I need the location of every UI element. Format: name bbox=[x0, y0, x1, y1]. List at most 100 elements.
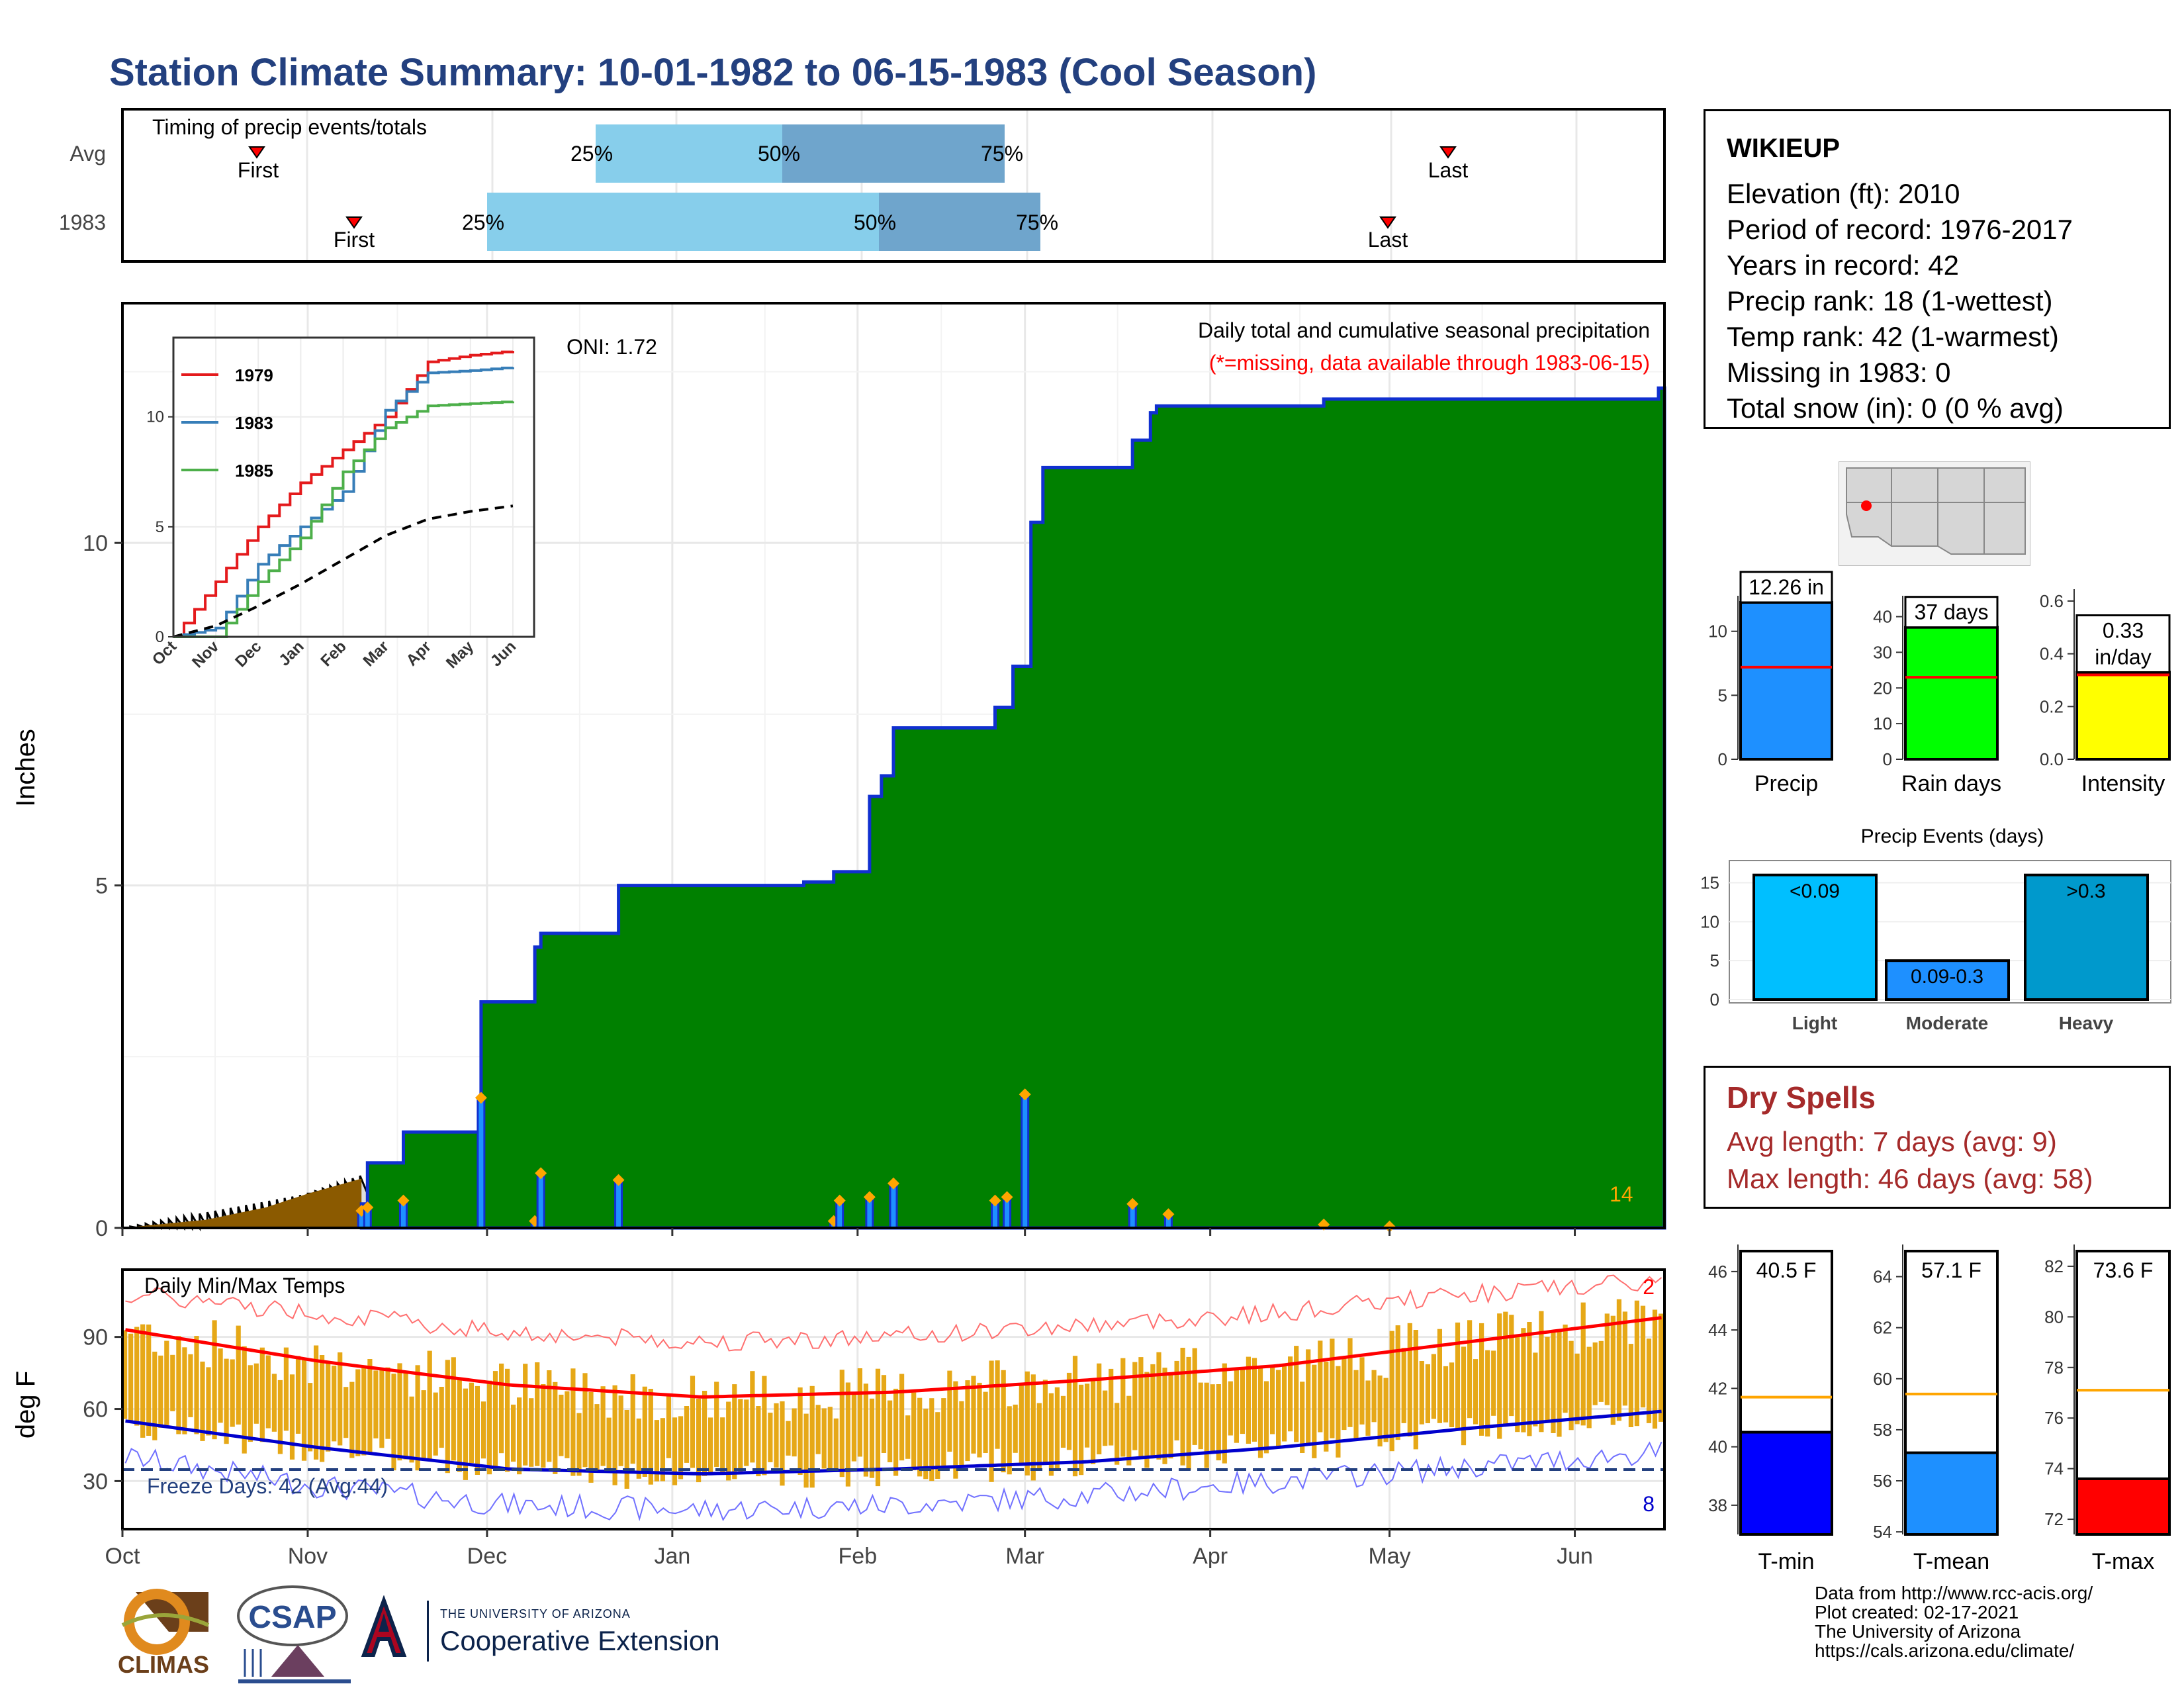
y-tick-label: 10 bbox=[83, 531, 108, 556]
temp-day-bar bbox=[887, 1400, 893, 1462]
events-tick-label: 10 bbox=[1700, 912, 1719, 931]
temp-day-bar bbox=[684, 1406, 690, 1463]
precip-main-chart: 0 5 10 Inches Daily total and cumulative s… bbox=[11, 302, 1666, 1241]
side-value-bar bbox=[1739, 1430, 1833, 1536]
side-tick-label: 0.6 bbox=[2040, 591, 2064, 611]
temp-day-bar bbox=[1180, 1348, 1185, 1466]
temp-day-bar bbox=[1109, 1368, 1114, 1446]
temp-day-bar bbox=[762, 1376, 767, 1476]
temp-day-bar bbox=[666, 1393, 671, 1458]
temp-day-bar bbox=[1574, 1353, 1580, 1425]
temp-day-bar bbox=[929, 1398, 934, 1481]
side-summary-charts: 0 5 10 12.26 in Precip 0 10 20 30 40 37 days Rain d… bbox=[1700, 571, 2171, 1574]
temp-day-bar bbox=[1491, 1350, 1496, 1416]
temp-day-bar bbox=[1347, 1338, 1353, 1427]
side-value-box bbox=[1739, 571, 1833, 604]
temp-day-bar bbox=[1652, 1309, 1658, 1429]
temp-day-bar bbox=[977, 1382, 982, 1458]
avg-tmax-line bbox=[125, 1316, 1662, 1399]
temp-day-bar bbox=[1622, 1311, 1627, 1406]
temp-day-bar bbox=[1103, 1390, 1108, 1446]
temp-day-bar bbox=[1485, 1350, 1490, 1437]
temp-day-bar bbox=[935, 1412, 940, 1479]
yr-q50-label: 50% bbox=[854, 211, 896, 234]
temp-day-bar bbox=[1336, 1366, 1341, 1458]
temp-day-bar bbox=[941, 1398, 946, 1467]
temp-day-bar bbox=[295, 1356, 301, 1434]
temp-day-bar bbox=[236, 1325, 241, 1425]
temp-day-bar bbox=[1085, 1383, 1090, 1448]
temp-day-bar bbox=[1013, 1404, 1018, 1453]
temp-day-bar bbox=[1120, 1358, 1126, 1457]
temp-day-bar bbox=[212, 1320, 217, 1440]
temp-day-bar bbox=[480, 1401, 486, 1459]
temp-day-bar bbox=[1437, 1329, 1442, 1423]
temp-day-bar bbox=[1365, 1380, 1371, 1436]
temp-day-bar bbox=[1473, 1359, 1479, 1425]
timing-row-avg: Avg bbox=[69, 142, 106, 165]
temp-day-bar bbox=[953, 1381, 958, 1479]
avg-q50-label: 50% bbox=[758, 142, 800, 165]
y-tick-label: 0 bbox=[95, 1216, 108, 1241]
temp-day-bar bbox=[833, 1418, 839, 1469]
temperature-chart: 30 60 90 Oct Nov Dec Jan Feb Mar Apr May Jun Daily… bbox=[11, 1268, 1666, 1569]
side-value-bar bbox=[2075, 1477, 2171, 1536]
temp-day-bar bbox=[1419, 1361, 1424, 1425]
temp-day-bar bbox=[361, 1365, 367, 1456]
rain-days-bar-panel: 0 10 20 30 40 37 days Rain days bbox=[1873, 596, 2001, 796]
events-category-label: Light bbox=[1792, 1013, 1837, 1033]
temp-y-tick-label: 90 bbox=[83, 1325, 108, 1350]
events-bar-label: <0.09 bbox=[1790, 880, 1840, 902]
tmax-bar-panel: 72 74 76 78 80 82 73.6 F T-max bbox=[2044, 1244, 2171, 1574]
temp-day-bar bbox=[1276, 1370, 1281, 1446]
yr-last-label: Last bbox=[1368, 228, 1408, 252]
temp-day-bar bbox=[535, 1362, 540, 1466]
temp-day-bar bbox=[702, 1391, 707, 1476]
events-tick-label: 0 bbox=[1710, 990, 1719, 1009]
temp-day-bar bbox=[517, 1397, 522, 1475]
temp-day-bar bbox=[768, 1413, 773, 1462]
temp-day-bar bbox=[1533, 1352, 1538, 1427]
temp-day-bar bbox=[1240, 1369, 1245, 1434]
temp-day-bar bbox=[1263, 1381, 1269, 1454]
station-elevation: Elevation (ft): 2010 bbox=[1727, 178, 1960, 209]
climas-logo-text: CLIMAS bbox=[118, 1651, 209, 1678]
temp-day-bar bbox=[839, 1370, 844, 1477]
temp-day-bar bbox=[582, 1373, 588, 1468]
daily-temp-bars bbox=[122, 1299, 1664, 1489]
temp-day-bar bbox=[1509, 1315, 1514, 1417]
temp-day-bar bbox=[385, 1367, 390, 1439]
temp-day-bar bbox=[1204, 1382, 1209, 1468]
side-value-label: 37 days bbox=[1914, 600, 1988, 624]
temp-day-bar bbox=[308, 1383, 313, 1452]
temp-day-bar bbox=[320, 1355, 325, 1462]
inset-legend-1983: 1983 bbox=[235, 413, 273, 433]
temp-day-bar bbox=[1294, 1346, 1299, 1442]
temp-day-bar bbox=[511, 1404, 516, 1462]
temp-day-bar bbox=[265, 1355, 271, 1429]
temp-day-bar bbox=[1318, 1340, 1323, 1432]
temp-day-bar bbox=[654, 1420, 659, 1481]
temp-day-bar bbox=[1461, 1346, 1467, 1446]
temp-day-bar bbox=[1234, 1370, 1239, 1443]
temp-day-bar bbox=[1359, 1357, 1365, 1425]
temp-day-bar bbox=[1443, 1366, 1449, 1423]
side-tick-label: 38 bbox=[1708, 1495, 1727, 1515]
temp-day-bar bbox=[606, 1417, 612, 1472]
temp-day-bar bbox=[857, 1368, 862, 1457]
temp-day-bar bbox=[797, 1387, 803, 1475]
events-category-label: Moderate bbox=[1906, 1013, 1988, 1033]
side-tick-label: 62 bbox=[1873, 1318, 1892, 1338]
oni-label: ONI: 1.72 bbox=[567, 335, 657, 359]
temp-day-bar bbox=[164, 1340, 169, 1425]
temp-day-bar bbox=[553, 1382, 558, 1474]
temp-day-bar bbox=[851, 1393, 856, 1462]
temp-day-bar bbox=[355, 1369, 361, 1456]
temp-day-bar bbox=[343, 1387, 349, 1438]
events-bar bbox=[1752, 873, 1878, 1001]
daily-event-marker bbox=[863, 1191, 876, 1203]
page-title: Station Climate Summary: 10-01-1982 to 0… bbox=[109, 51, 1317, 94]
side-value-bar bbox=[1904, 626, 1999, 761]
event-count: 14 bbox=[1610, 1182, 1633, 1206]
side-tick-label: 64 bbox=[1873, 1267, 1892, 1287]
